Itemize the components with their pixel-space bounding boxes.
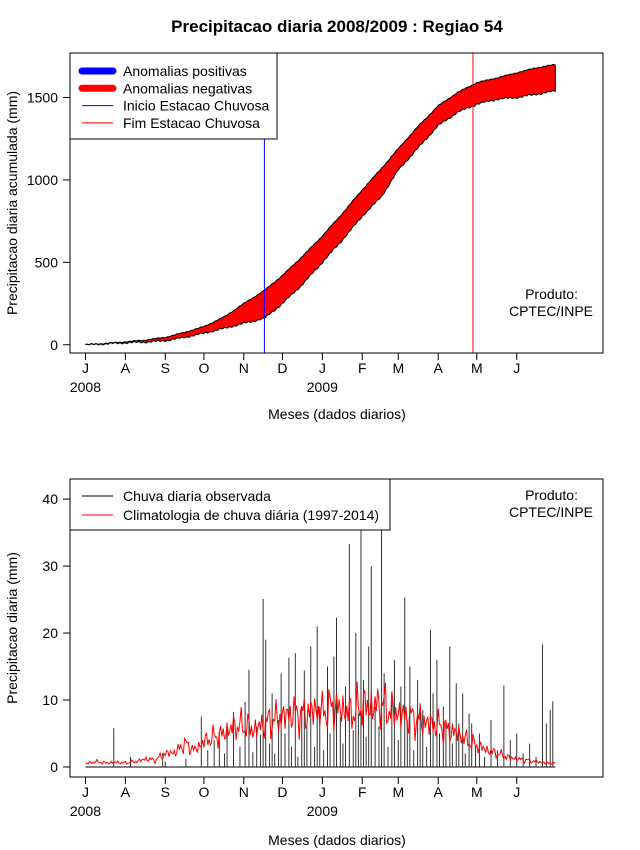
chart-title: Precipitacao diaria 2008/2009 : Regiao 5… <box>171 17 503 36</box>
cumulative-x-tick-label: N <box>239 360 249 376</box>
cumulative-chart: Precipitacao diaria 2008/2009 : Regiao 5… <box>4 17 604 422</box>
daily-x-tick-label: A <box>121 784 131 800</box>
cumulative-x-tick-label: J <box>513 360 520 376</box>
daily-year-label: 2008 <box>70 803 101 819</box>
daily-legend-label: Climatologia de chuva diária (1997-2014) <box>123 507 379 523</box>
cumulative-legend-label: Inicio Estacao Chuvosa <box>123 98 270 114</box>
cumulative-x-tick-label: S <box>161 360 170 376</box>
climatology-cumulative-line <box>85 63 556 346</box>
cumulative-plot-area <box>85 53 556 353</box>
cumulative-year-label: 2008 <box>70 379 101 395</box>
cumulative-year-label: 2009 <box>307 379 338 395</box>
daily-y-tick-label: 20 <box>42 625 58 641</box>
daily-x-axis-label: Meses (dados diarios) <box>268 832 406 848</box>
cumulative-y-tick-label: 0 <box>50 337 58 353</box>
daily-x-tick-label: M <box>471 784 483 800</box>
negative-anomaly-area <box>85 64 556 346</box>
daily-x-tick-label: J <box>319 784 326 800</box>
cumulative-legend-box <box>69 52 278 140</box>
cumulative-legend-label: Anomalias positivas <box>123 63 247 79</box>
daily-x-tick-label: O <box>198 784 209 800</box>
daily-x-tick-label: N <box>239 784 249 800</box>
cumulative-y-tick-label: 1000 <box>27 172 58 188</box>
cumulative-x-tick-label: A <box>434 360 444 376</box>
cumulative-legend-label: Anomalias negativas <box>123 80 252 96</box>
daily-y-tick-label: 40 <box>42 491 58 507</box>
daily-chart: 0 10 20 30 40 J A S O N D J F M A M J 2008 2009 Meses (da… <box>4 478 604 848</box>
daily-legend: Chuva diaria observada Climatologia de ch… <box>69 478 391 531</box>
cumulative-product-label: Produto: <box>525 286 578 302</box>
cumulative-product-source: CPTEC/INPE <box>509 303 593 319</box>
cumulative-x-tick-label: O <box>198 360 209 376</box>
daily-legend-label: Chuva diaria observada <box>123 488 271 504</box>
cumulative-x-tick-label: D <box>277 360 287 376</box>
cumulative-x-axis: J A S O N D J F M A M J 2008 2009 <box>70 352 520 395</box>
daily-x-tick-label: S <box>161 784 170 800</box>
climatology-daily-line <box>85 681 556 765</box>
daily-product-source: CPTEC/INPE <box>509 504 593 520</box>
cumulative-x-tick-label: F <box>358 360 367 376</box>
cumulative-x-tick-label: M <box>471 360 483 376</box>
cumulative-x-tick-label: M <box>392 360 404 376</box>
daily-x-tick-label: J <box>82 784 89 800</box>
cumulative-y-axis-label: Precipitacao diaria acumulada (mm) <box>4 91 20 315</box>
daily-x-tick-label: D <box>277 784 287 800</box>
daily-year-label: 2009 <box>307 803 338 819</box>
cumulative-x-tick-label: J <box>319 360 326 376</box>
daily-x-tick-label: A <box>434 784 444 800</box>
daily-legend-box <box>69 478 391 531</box>
cumulative-y-axis: 0 500 1000 1500 <box>27 90 71 353</box>
daily-x-tick-label: M <box>392 784 404 800</box>
cumulative-y-tick-label: 500 <box>35 254 59 270</box>
cumulative-x-axis-label: Meses (dados diarios) <box>268 406 406 422</box>
daily-y-tick-label: 0 <box>50 759 58 775</box>
cumulative-x-tick-label: J <box>82 360 89 376</box>
daily-y-tick-label: 10 <box>42 692 58 708</box>
daily-product-label: Produto: <box>525 487 578 503</box>
daily-x-tick-label: J <box>513 784 520 800</box>
cumulative-y-tick-label: 1500 <box>27 90 58 106</box>
daily-y-axis: 0 10 20 30 40 <box>42 491 71 775</box>
daily-x-tick-label: F <box>358 784 367 800</box>
cumulative-x-tick-label: A <box>121 360 131 376</box>
cumulative-legend-label: Fim Estacao Chuvosa <box>123 115 260 131</box>
daily-y-axis-label: Precipitacao diaria (mm) <box>4 552 20 704</box>
daily-x-axis: J A S O N D J F M A M J 2008 2009 <box>70 776 520 819</box>
observed-cumulative-line <box>85 89 556 346</box>
daily-plot-area <box>85 489 556 768</box>
daily-y-tick-label: 30 <box>42 558 58 574</box>
